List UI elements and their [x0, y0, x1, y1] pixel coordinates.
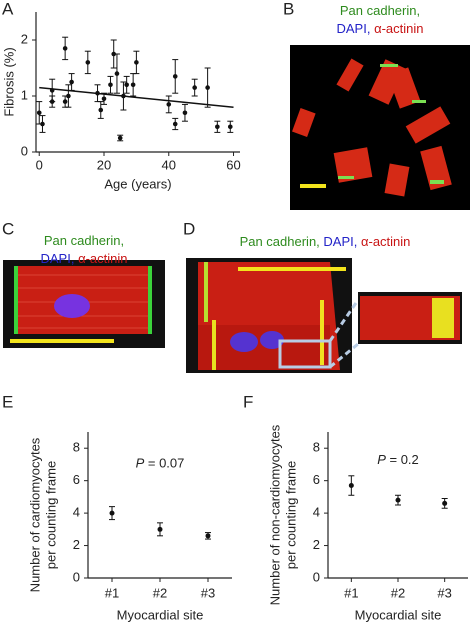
y-tick-label: 1: [21, 87, 28, 102]
stain-name: DAPI,: [320, 234, 358, 249]
y-axis-label: Number of non-cardiomyocytes: [267, 424, 282, 605]
y-tick-label: 8: [313, 440, 320, 455]
stain-label: Pan cadherin, DAPI, α-actinin: [240, 234, 411, 249]
point: [62, 99, 68, 104]
x-axis-label: Age (years): [104, 176, 171, 191]
stain-label: Pan cadherin,: [44, 233, 124, 248]
point: [66, 93, 71, 99]
y-axis-label: per counting frame: [43, 461, 58, 569]
x-tick-label: 40: [162, 157, 176, 172]
stain-label: DAPI, α-actinin: [336, 21, 423, 36]
point: [348, 483, 354, 489]
panel-label: B: [283, 0, 294, 18]
stain-name: DAPI,: [40, 251, 74, 266]
point: [134, 60, 139, 65]
point: [172, 121, 178, 127]
x-axis-label: Myocardial site: [355, 607, 442, 622]
x-tick-label: #1: [344, 585, 358, 600]
point: [98, 107, 104, 113]
annotation-text: = 0.2: [386, 453, 419, 468]
point: [85, 60, 91, 65]
point: [166, 102, 172, 107]
stain-name: Pan cadherin,: [240, 234, 320, 249]
x-tick-label: 20: [97, 157, 111, 172]
point: [101, 96, 107, 102]
point: [121, 93, 126, 99]
point: [172, 74, 178, 79]
panel-label: F: [243, 392, 253, 411]
y-tick-label: 0: [73, 569, 80, 584]
panel-label: A: [2, 0, 14, 18]
micrograph-b: [290, 45, 470, 210]
y-tick-label: 8: [73, 440, 80, 455]
annotation-var: P: [136, 456, 145, 471]
stain-name: Pan cadherin,: [340, 3, 420, 18]
point: [62, 46, 68, 51]
y-tick-label: 0: [313, 569, 320, 584]
point: [182, 110, 188, 116]
point: [157, 526, 163, 532]
point: [205, 85, 210, 90]
x-axis-label: Myocardial site: [117, 607, 204, 622]
panel-label: D: [183, 219, 195, 238]
panel-label: E: [2, 392, 13, 411]
y-axis-label: Fibrosis (%): [1, 47, 16, 116]
stain-name: α-actinin: [357, 234, 410, 249]
point: [130, 82, 136, 88]
point: [40, 121, 45, 127]
point: [95, 90, 100, 96]
stain-name: α-actinin: [370, 21, 423, 36]
point: [442, 500, 448, 506]
point: [69, 79, 74, 85]
annotation-text: = 0.07: [144, 456, 184, 471]
y-tick-label: 2: [73, 537, 80, 552]
point: [49, 88, 55, 93]
y-axis-label: Number of cardiomyocytes: [27, 437, 42, 592]
point: [215, 124, 220, 130]
stain-name: DAPI,: [336, 21, 370, 36]
stain-label: DAPI, α-actinin: [40, 251, 127, 266]
point: [395, 497, 401, 503]
x-tick-label: 60: [226, 157, 240, 172]
x-tick-label: #2: [153, 585, 167, 600]
y-tick-label: 4: [313, 505, 320, 520]
point: [111, 51, 117, 57]
stain-name: α-actinin: [74, 251, 127, 266]
x-tick-label: #2: [391, 585, 405, 600]
point: [36, 110, 42, 116]
x-tick-label: #1: [105, 585, 119, 600]
stain-name: Pan cadherin,: [44, 233, 124, 248]
micrograph-c: [3, 260, 165, 348]
y-axis-label: per counting frame: [283, 461, 298, 569]
point: [114, 71, 120, 76]
annotation: P = 0.07: [136, 456, 185, 471]
micrograph-d: [186, 258, 462, 373]
point: [117, 135, 123, 141]
x-tick-label: #3: [201, 585, 215, 600]
annotation-var: P: [377, 453, 386, 468]
x-tick-label: 0: [36, 157, 43, 172]
y-tick-label: 6: [313, 472, 320, 487]
y-tick-label: 2: [21, 31, 28, 46]
point: [205, 533, 211, 539]
annotation: P = 0.2: [377, 453, 419, 468]
point: [227, 124, 233, 130]
point: [108, 82, 113, 88]
panel-label: C: [2, 219, 14, 238]
y-tick-label: 2: [313, 537, 320, 552]
point: [109, 510, 115, 516]
y-tick-label: 0: [21, 143, 28, 158]
point: [124, 82, 129, 88]
y-tick-label: 4: [73, 505, 80, 520]
y-tick-label: 6: [73, 472, 80, 487]
stain-label: Pan cadherin,: [340, 3, 420, 18]
point: [192, 85, 197, 90]
x-tick-label: #3: [437, 585, 451, 600]
